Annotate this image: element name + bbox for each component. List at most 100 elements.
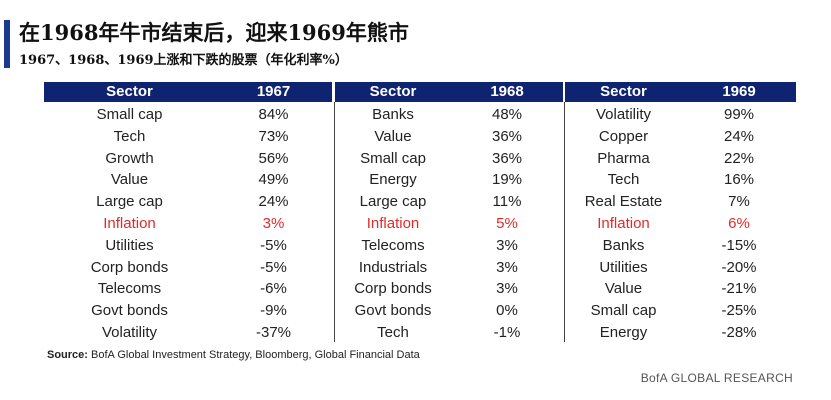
return-cell: 36% [491,127,523,145]
brand-footer: BofA GLOBAL RESEARCH [640,371,793,385]
return-cell: -15% [721,236,757,254]
sector-cell: Value [374,127,412,145]
page-title: 在1968年牛市结束后，迎来1969年熊市 [19,20,409,45]
source-text: BofA Global Investment Strategy, Bloombe… [91,349,420,361]
table-row: Energy 19% [335,169,563,191]
sector-cell: Utilities [105,236,154,254]
table-row: Industrials 3% [335,257,563,279]
table-row: Real Estate 7% [565,191,796,213]
year-column-header: 1969 [722,83,756,100]
table-row: Growth 56% [44,148,332,170]
table-header-3: Sector 1969 [565,82,796,102]
return-cell: -6% [260,280,287,298]
table-row: Govt bonds -9% [44,300,332,322]
table-row: Inflation 6% [565,213,796,235]
sector-cell: Inflation [366,215,420,232]
sector-cell: Growth [105,149,154,167]
source-label: Source: [47,349,88,361]
table-row: Small cap -25% [565,300,796,322]
sector-cell: Telecoms [361,236,425,254]
return-cell: -37% [255,324,292,341]
sector-cell: Small cap [590,302,657,320]
return-cell: 7% [728,193,750,211]
table-row: Banks 48% [335,104,563,126]
table-row: Govt bonds 0% [335,300,563,322]
sector-cell: Industrials [358,258,428,276]
sector-cell: Volatility [101,324,158,341]
return-cell: 84% [258,106,289,123]
table-row: Large cap 24% [44,191,332,213]
table-row: Corp bonds -5% [44,257,332,279]
table-row: Utilities -20% [565,257,796,279]
table-row: Banks -15% [565,235,796,257]
return-cell: 11% [492,193,522,211]
return-cell: 16% [723,171,755,189]
table-row: Tech 73% [44,126,332,148]
table-row: Inflation 5% [335,213,563,235]
table-row: Telecoms -6% [44,278,332,300]
table-row: Value 36% [335,126,563,148]
return-cell: -9% [260,302,287,320]
sector-column-header: Sector [600,83,647,100]
return-cell: 3% [262,215,285,232]
return-cell: 22% [723,149,755,167]
table-row: Small cap 36% [335,148,563,170]
return-cell: -1% [493,324,521,341]
return-cell: 6% [728,215,750,232]
sector-cell: Tech [113,127,146,145]
sector-cell: Large cap [96,193,163,211]
table-row: Tech 16% [565,169,796,191]
sector-cell: Corp bonds [354,280,432,298]
page-subtitle: 1967、1968、1969上涨和下跌的股票（年化利率%） [19,53,348,68]
table-row: Large cap 11% [335,191,563,213]
sector-cell: Real Estate [584,193,663,211]
return-cell: 56% [258,149,289,167]
table-row: Small cap 84% [44,104,332,126]
table-row: Tech -1% [335,322,563,344]
table-row: Energy -28% [565,322,796,344]
sector-cell: Volatility [595,106,652,123]
sector-cell: Tech [377,324,409,341]
return-cell: 24% [258,193,289,211]
sector-cell: Inflation [103,215,156,232]
return-cell: -25% [721,302,757,320]
return-cell: 48% [491,106,523,123]
table-row: Value -21% [565,278,796,300]
sector-cell: Energy [599,324,648,341]
sector-column-header: Sector [106,83,153,100]
sector-cell: Small cap [360,149,426,167]
table-header-2: Sector 1968 [335,82,563,102]
sector-cell: Large cap [359,193,427,211]
return-cell: 19% [491,171,523,189]
sector-cell: Inflation [597,215,650,232]
year-column-header: 1967 [256,83,291,100]
return-cell: 49% [258,171,289,189]
table-row: Telecoms 3% [335,235,563,257]
table-row: Corp bonds 3% [335,278,563,300]
return-cell: -5% [260,258,287,276]
title-accent-bar [4,20,10,68]
return-cell: 73% [258,127,289,145]
return-cell: -21% [721,280,757,298]
sector-cell: Telecoms [97,280,162,298]
table-row: Utilities -5% [44,235,332,257]
sector-column-header: Sector [369,83,417,100]
sector-cell: Copper [598,127,649,145]
sector-cell: Banks [602,236,645,254]
sector-cell: Small cap [96,106,163,123]
group-divider [333,102,335,342]
sector-cell: Govt bonds [354,302,432,320]
return-cell: -20% [721,258,757,276]
sector-cell: Banks [372,106,414,123]
sector-cell: Pharma [597,149,650,167]
table-row: Volatility -37% [44,322,332,344]
return-cell: 3% [496,236,518,254]
sector-cell: Utilities [599,258,648,276]
return-cell: 99% [723,106,755,123]
source-note: Source: BofA Global Investment Strategy,… [47,349,420,361]
table-header-1: Sector 1967 [44,82,332,102]
sector-cell: Energy [369,171,417,189]
table-row: Value 49% [44,169,332,191]
return-cell: 3% [496,258,518,276]
group-divider [563,102,565,342]
